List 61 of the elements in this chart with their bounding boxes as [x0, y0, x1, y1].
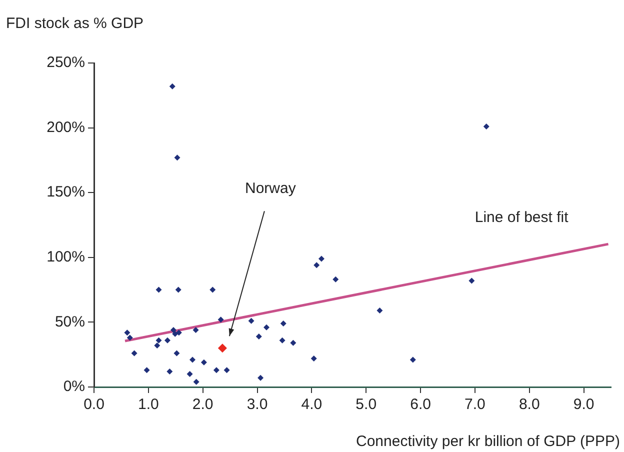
point: [169, 83, 176, 90]
point: [124, 330, 130, 336]
point: [224, 367, 230, 374]
point: [154, 342, 160, 349]
point: [332, 276, 339, 282]
point: [210, 286, 216, 293]
point: [176, 330, 182, 336]
point: [310, 355, 317, 362]
point: [280, 320, 286, 326]
point: [213, 367, 220, 374]
series-label: Line of best fit: [474, 209, 570, 226]
x-tick-label: 1.0: [138, 396, 159, 414]
point: [131, 350, 138, 356]
x-tick-label: 0.0: [84, 396, 104, 414]
point: [174, 154, 180, 161]
point: [170, 326, 176, 333]
point: [190, 356, 196, 363]
point: [192, 326, 199, 333]
point: [248, 318, 254, 324]
point: [483, 124, 490, 130]
point: [144, 367, 150, 374]
point: [172, 330, 178, 337]
point: [166, 368, 173, 374]
y-tick-label: 100%: [46, 248, 85, 266]
point: [318, 256, 324, 262]
point: [200, 359, 207, 366]
point: [156, 286, 162, 293]
x-tick-label: 9.0: [573, 396, 594, 414]
point: [193, 378, 200, 385]
point: [156, 337, 162, 344]
point: [175, 286, 182, 293]
point: [186, 371, 193, 378]
text: Norway: [245, 180, 296, 198]
y-tick-label: 150%: [46, 184, 85, 201]
point: [314, 262, 320, 268]
x-tick-label: 5.0: [356, 396, 377, 414]
x-tick-label: 4.0: [301, 396, 322, 414]
y-tick-label: 250%: [46, 54, 85, 72]
point: [279, 337, 286, 344]
point: [174, 350, 180, 356]
point: [264, 324, 270, 330]
point: [256, 333, 262, 340]
point: [468, 278, 475, 284]
point: [164, 337, 170, 344]
x-tick-label: 3.0: [246, 396, 268, 414]
y-axis-title: FDI stock as % GDP: [6, 15, 144, 32]
x-axis-title: Connectivity per kr billion of GDP (PPP): [356, 433, 620, 450]
point: [258, 374, 264, 381]
x-tick-label: 6.0: [410, 396, 431, 414]
point: [126, 334, 133, 341]
x-tick-label: 8.0: [518, 396, 540, 414]
y-tick-label: 0%: [63, 378, 85, 396]
x-tick-label: 2.0: [192, 396, 214, 414]
x-tick-label: 7.0: [464, 396, 486, 414]
y-tick-label: 200%: [46, 118, 85, 136]
y-tick-label: 50%: [54, 313, 85, 330]
point: [218, 344, 227, 353]
point: [218, 316, 224, 323]
point: [290, 340, 296, 346]
point: [376, 308, 383, 314]
point: [410, 356, 416, 363]
